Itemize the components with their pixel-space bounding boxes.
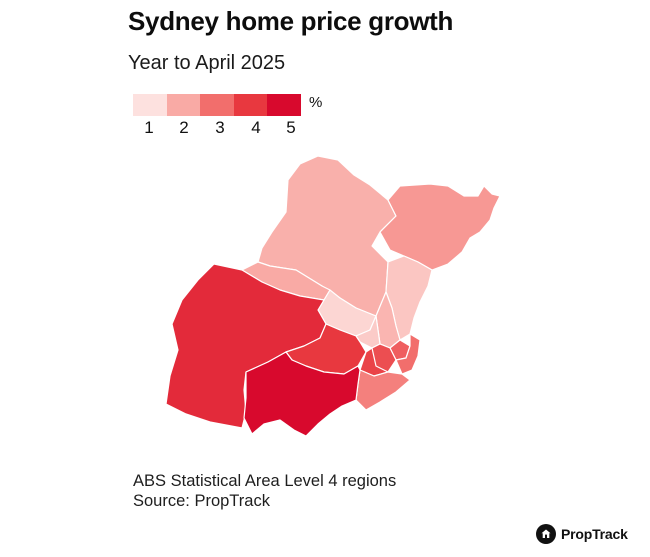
legend-swatch-2 — [166, 94, 201, 116]
region-outer-south-west — [243, 351, 361, 437]
note-source: Source: PropTrack — [133, 492, 270, 510]
brand-name: PropTrack — [561, 526, 628, 542]
region-central-coast — [379, 183, 501, 271]
color-legend: % 1 2 3 4 5 — [133, 94, 333, 138]
legend-unit: % — [309, 94, 323, 111]
map-subtitle: Year to April 2025 — [128, 52, 286, 74]
legend-swatch-3 — [200, 94, 234, 116]
legend-tick-1: 1 — [144, 118, 154, 137]
legend-color-bar — [133, 94, 301, 116]
note-region-level: ABS Statistical Area Level 4 regions — [133, 472, 397, 490]
map-notes: ABS Statistical Area Level 4 regions Sou… — [133, 471, 396, 511]
brand-logo: PropTrack — [536, 522, 628, 546]
legend-tick-3: 3 — [215, 118, 225, 137]
house-icon — [536, 524, 556, 544]
legend-swatch-4 — [233, 94, 268, 116]
legend-swatch-1 — [133, 94, 167, 116]
legend-tick-4: 4 — [251, 118, 261, 137]
legend-swatch-5 — [267, 94, 301, 116]
map-title: Sydney home price growth — [128, 6, 454, 36]
region-sutherland — [355, 369, 411, 411]
legend-tick-2: 2 — [179, 118, 189, 137]
legend-tick-5: 5 — [286, 118, 296, 137]
